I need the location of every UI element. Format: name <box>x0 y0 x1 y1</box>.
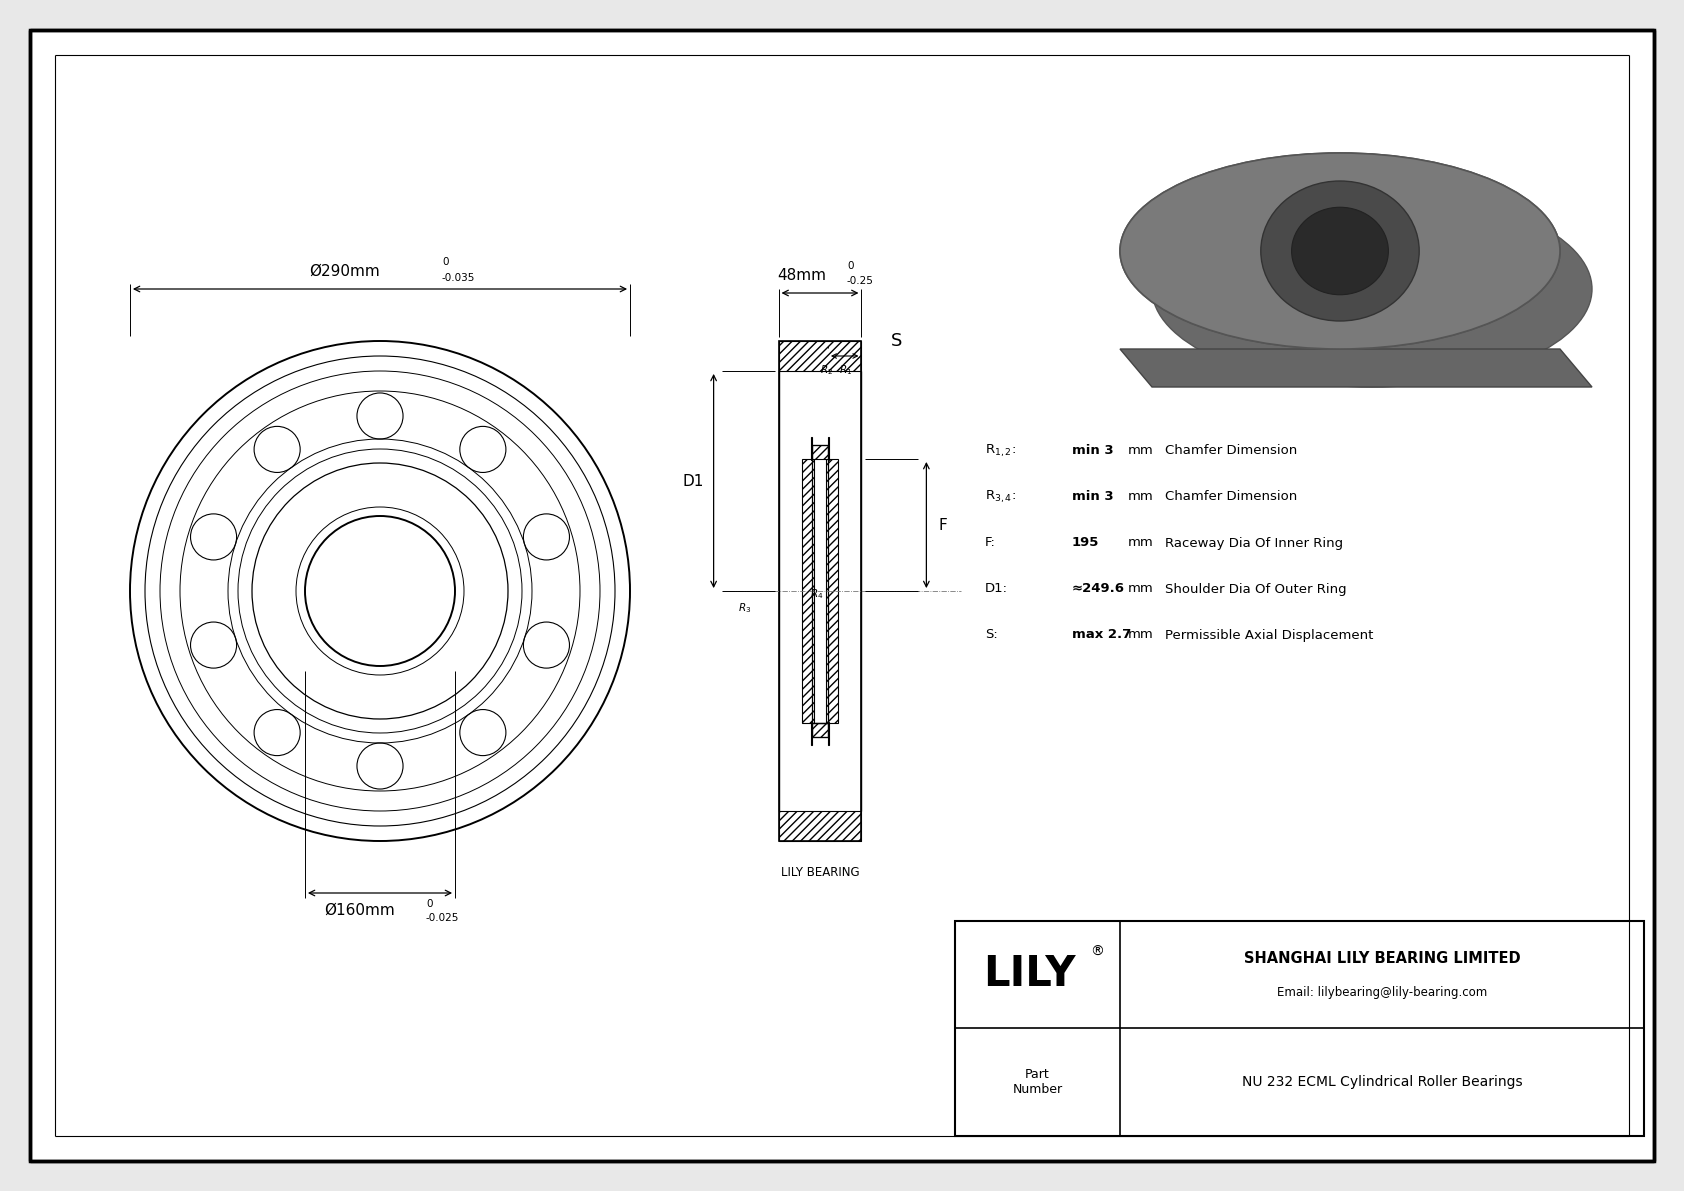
Text: S:: S: <box>985 629 997 642</box>
Ellipse shape <box>1209 257 1236 282</box>
Text: $R_1$: $R_1$ <box>839 363 852 376</box>
Ellipse shape <box>1445 257 1472 282</box>
Text: 48mm: 48mm <box>778 268 827 283</box>
Ellipse shape <box>1209 220 1236 244</box>
Text: min 3: min 3 <box>1073 491 1113 504</box>
Text: Chamfer Dimension: Chamfer Dimension <box>1165 491 1297 504</box>
Text: R$_{3,4}$:: R$_{3,4}$: <box>985 488 1015 505</box>
Text: 0: 0 <box>441 257 448 267</box>
Text: F: F <box>938 518 946 532</box>
Text: LILY: LILY <box>983 954 1076 996</box>
Text: $R_2$: $R_2$ <box>820 363 834 376</box>
Text: Shoulder Dia Of Outer Ring: Shoulder Dia Of Outer Ring <box>1165 582 1347 596</box>
Text: R$_{1,2}$:: R$_{1,2}$: <box>985 443 1015 460</box>
Text: mm: mm <box>1128 629 1154 642</box>
Text: mm: mm <box>1128 491 1154 504</box>
Ellipse shape <box>1152 191 1591 387</box>
Text: D1: D1 <box>682 474 704 488</box>
Polygon shape <box>1120 349 1591 387</box>
Text: Ø290mm: Ø290mm <box>310 264 381 279</box>
Text: min 3: min 3 <box>1073 444 1113 457</box>
Ellipse shape <box>1120 152 1559 349</box>
Text: Email: lilybearing@lily-bearing.com: Email: lilybearing@lily-bearing.com <box>1276 986 1487 999</box>
Text: S: S <box>891 332 903 350</box>
Polygon shape <box>827 459 837 723</box>
Text: Chamfer Dimension: Chamfer Dimension <box>1165 444 1297 457</box>
Text: Permissible Axial Displacement: Permissible Axial Displacement <box>1165 629 1374 642</box>
Ellipse shape <box>1376 283 1403 308</box>
Ellipse shape <box>1376 193 1403 218</box>
Polygon shape <box>30 30 1654 1161</box>
Text: $R_4$: $R_4$ <box>810 587 823 600</box>
Text: 195: 195 <box>1073 536 1100 549</box>
Ellipse shape <box>1445 220 1472 244</box>
Text: Ø160mm: Ø160mm <box>325 903 396 918</box>
Ellipse shape <box>1278 283 1305 308</box>
Ellipse shape <box>1261 181 1420 322</box>
Polygon shape <box>803 459 813 723</box>
Text: -0.25: -0.25 <box>847 276 874 286</box>
Polygon shape <box>778 811 862 841</box>
Polygon shape <box>812 723 829 737</box>
Ellipse shape <box>1120 152 1559 349</box>
Text: Part
Number: Part Number <box>1012 1068 1063 1096</box>
Text: ®: ® <box>1091 944 1105 959</box>
Text: NU 232 ECML Cylindrical Roller Bearings: NU 232 ECML Cylindrical Roller Bearings <box>1241 1075 1522 1089</box>
Text: mm: mm <box>1128 536 1154 549</box>
Text: F:: F: <box>985 536 995 549</box>
Text: -0.035: -0.035 <box>441 273 475 283</box>
Ellipse shape <box>1292 207 1388 294</box>
Text: max 2.7: max 2.7 <box>1073 629 1132 642</box>
Text: $R_3$: $R_3$ <box>738 601 751 615</box>
Text: D1:: D1: <box>985 582 1009 596</box>
Ellipse shape <box>1261 181 1420 322</box>
Polygon shape <box>778 341 862 372</box>
Text: mm: mm <box>1128 444 1154 457</box>
Text: mm: mm <box>1128 582 1154 596</box>
Ellipse shape <box>1278 193 1305 218</box>
Text: Raceway Dia Of Inner Ring: Raceway Dia Of Inner Ring <box>1165 536 1344 549</box>
Ellipse shape <box>1292 207 1388 294</box>
Text: LILY BEARING: LILY BEARING <box>781 867 859 879</box>
Text: 0: 0 <box>847 261 854 272</box>
Text: -0.025: -0.025 <box>426 913 460 923</box>
Text: SHANGHAI LILY BEARING LIMITED: SHANGHAI LILY BEARING LIMITED <box>1244 950 1521 966</box>
Polygon shape <box>812 445 829 459</box>
Text: 0: 0 <box>426 899 433 909</box>
Text: ≈249.6: ≈249.6 <box>1073 582 1125 596</box>
